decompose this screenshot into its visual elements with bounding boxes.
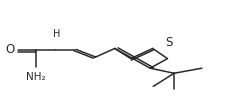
Text: S: S (166, 36, 173, 49)
Text: NH₂: NH₂ (26, 72, 46, 82)
Text: H: H (53, 29, 60, 39)
Text: O: O (6, 43, 15, 56)
